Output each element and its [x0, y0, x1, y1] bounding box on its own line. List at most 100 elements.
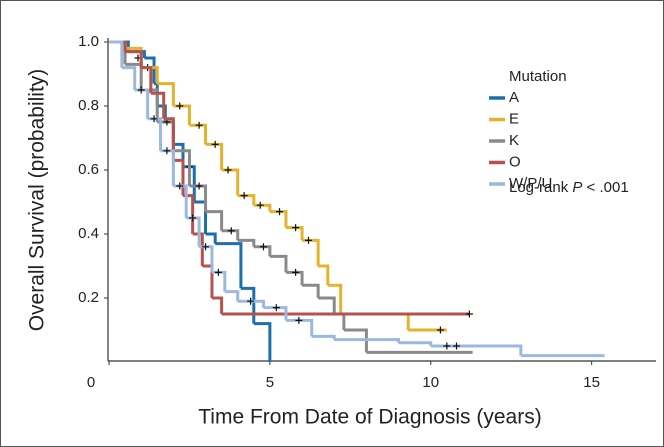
censor-mark [256, 201, 264, 209]
censor-mark [272, 304, 280, 312]
survival-step [302, 238, 320, 266]
censor-mark [150, 115, 158, 123]
survival-step [253, 203, 272, 212]
censor-mark [195, 121, 203, 129]
survival-step [189, 123, 208, 145]
survival-step [253, 322, 272, 362]
survival-step [237, 238, 256, 247]
survival-step [189, 184, 208, 212]
survival-step [237, 194, 256, 206]
survival-step [173, 104, 191, 126]
survival-step [263, 306, 288, 321]
survival-step [150, 91, 166, 119]
x-tick-label: 10 [422, 374, 439, 391]
survival-step [327, 283, 343, 314]
censor-mark [304, 236, 312, 244]
survival-step [173, 158, 185, 196]
survival-step [224, 290, 240, 302]
x-tick-label: 5 [266, 374, 274, 391]
censor-mark [163, 147, 171, 155]
x-tick-label: 15 [583, 374, 600, 391]
censor-mark [195, 182, 203, 190]
survival-step [285, 270, 304, 286]
survival-step [205, 210, 224, 231]
survival-step [285, 318, 314, 337]
censor-mark [436, 326, 444, 334]
censor-mark [240, 192, 248, 200]
survival-step [340, 312, 410, 330]
y-tick-label: 0.2 [78, 289, 99, 306]
survival-step [334, 312, 346, 330]
x-axis-label: Time From Date of Diagnosis (years) [198, 406, 541, 429]
survival-step [163, 117, 175, 161]
survival-step [334, 338, 401, 343]
censor-mark [292, 224, 300, 232]
censor-mark [292, 268, 300, 276]
legend-title: Mutation [509, 68, 567, 85]
censor-mark [189, 214, 197, 222]
survival-step [311, 334, 336, 340]
legend-label: E [509, 110, 519, 127]
legend-label: W/P/U [509, 175, 552, 192]
survival-step [147, 117, 162, 151]
survival-step [141, 66, 153, 94]
survival-step [205, 232, 217, 244]
y-tick-label: 0.4 [78, 225, 99, 242]
survival-step [318, 296, 336, 314]
censor-mark [137, 86, 145, 94]
y-axis-label: Overall Survival (probability) [26, 69, 49, 332]
survival-step [144, 56, 156, 84]
censor-mark [214, 268, 222, 276]
survival-step [240, 286, 256, 324]
survival-step [173, 149, 191, 186]
survival-step [237, 299, 265, 308]
y-tick-label: 0.8 [78, 97, 99, 114]
censor-mark [276, 208, 284, 216]
survival-step [121, 66, 137, 90]
censor-mark [295, 316, 303, 324]
survival-step [269, 210, 288, 228]
annotation-text: P [572, 179, 582, 196]
survival-step [157, 104, 167, 122]
legend-label: A [509, 89, 519, 106]
censor-mark [259, 243, 267, 251]
survival-step [205, 142, 224, 170]
survival-step [343, 328, 368, 353]
survival-step [221, 168, 240, 196]
annotation: Log-rank P < .001 [509, 179, 629, 196]
survival-step [302, 283, 320, 298]
censor-mark [443, 342, 451, 350]
censor-mark [211, 140, 219, 148]
survival-step [398, 341, 433, 346]
survival-step [141, 88, 159, 122]
survival-step [134, 88, 150, 119]
censor-mark [176, 182, 184, 190]
censor-mark [247, 297, 255, 305]
y-tick-label: 1.0 [78, 33, 99, 50]
survival-step [183, 194, 195, 234]
annotation-text: Log-rank [509, 179, 572, 196]
survival-step [160, 149, 175, 186]
survival-step [211, 296, 224, 314]
survival-step [215, 242, 243, 289]
censor-mark [453, 342, 461, 350]
survival-step [430, 344, 523, 356]
censor-mark [176, 102, 184, 110]
annotation-text: < .001 [582, 179, 628, 196]
censor-mark [227, 227, 235, 235]
x-tick-label: 0 [87, 374, 95, 391]
survival-step [269, 254, 288, 273]
y-tick-label: 0.6 [78, 161, 99, 178]
survival-step [157, 82, 175, 106]
legend-label: O [509, 153, 521, 170]
survival-step [318, 264, 330, 286]
censor-mark [224, 166, 232, 174]
legend-label: K [509, 132, 519, 149]
survival-step [285, 226, 304, 241]
survival-step [125, 50, 143, 68]
survival-step [253, 245, 272, 257]
censor-mark [465, 310, 473, 318]
censor-mark [202, 243, 210, 251]
survival-step [109, 40, 124, 68]
